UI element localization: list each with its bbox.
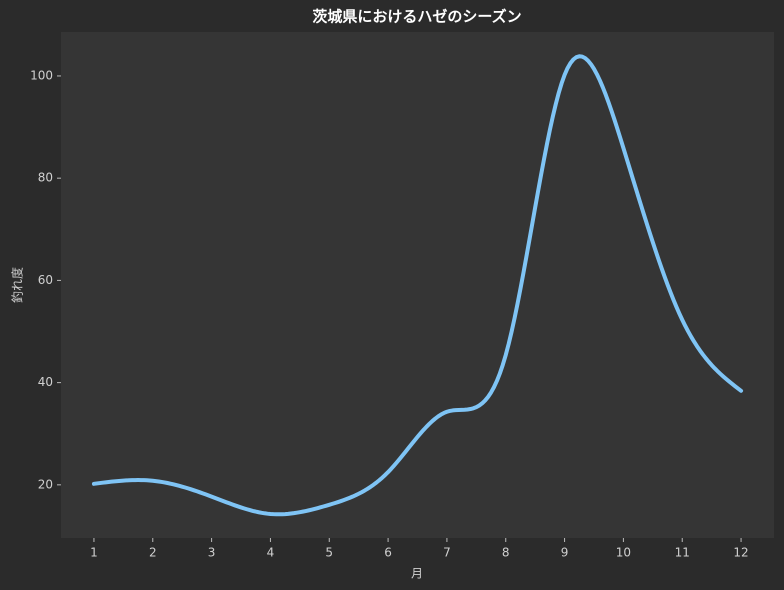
x-tick-label: 11	[675, 546, 690, 560]
data-line	[91, 54, 744, 517]
y-axis-label: 釣れ度	[10, 267, 25, 303]
chart-title: 茨城県におけるハゼのシーズン	[312, 8, 521, 26]
y-tick-label: 40	[38, 375, 53, 389]
y-tick-label: 80	[38, 171, 53, 185]
x-tick-label: 5	[325, 546, 333, 560]
x-tick-label: 7	[443, 546, 451, 560]
x-tick-label: 12	[733, 546, 748, 560]
y-tick-label: 60	[38, 273, 53, 287]
x-axis-label: 月	[411, 567, 423, 581]
x-tick-label: 10	[616, 546, 631, 560]
x-tick-label: 6	[384, 546, 392, 560]
x-tick-label: 1	[90, 546, 98, 560]
y-tick-label: 100	[30, 68, 53, 82]
plot-area	[61, 32, 774, 538]
x-tick-label: 4	[267, 546, 275, 560]
x-tick-label: 8	[502, 546, 510, 560]
x-tick-label: 3	[208, 546, 216, 560]
y-tick-label: 20	[38, 477, 53, 491]
x-tick-label: 9	[561, 546, 569, 560]
x-tick-label: 2	[149, 546, 157, 560]
